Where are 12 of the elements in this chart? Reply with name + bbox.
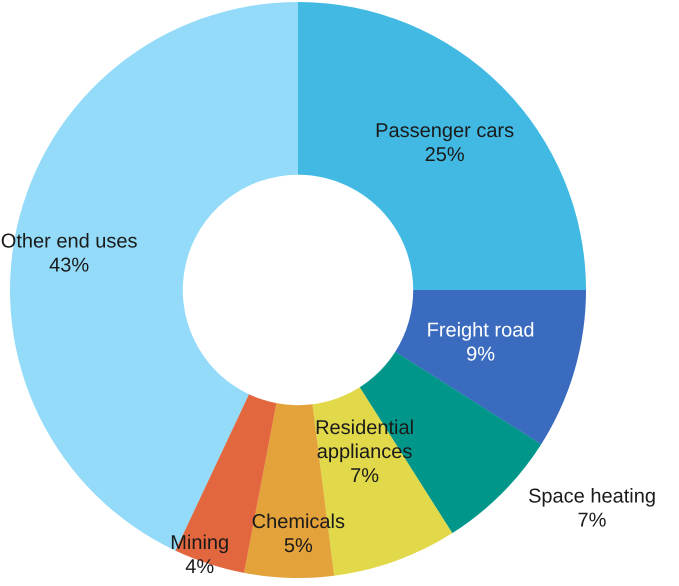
slice-label: Chemicals xyxy=(252,511,345,534)
data-label: 5% xyxy=(284,535,313,558)
data-label: 25% xyxy=(424,144,465,166)
data-label: 7% xyxy=(350,465,380,488)
slice-label: Passenger cars xyxy=(375,120,514,142)
slice-label: Other end uses xyxy=(0,230,138,252)
data-label: 9% xyxy=(466,344,496,366)
data-label: 7% xyxy=(578,510,607,532)
data-label: 4% xyxy=(185,556,214,578)
slice-label: Space heating xyxy=(528,486,656,508)
slice-label: Freight road xyxy=(426,320,534,342)
data-label: 43% xyxy=(49,254,90,276)
